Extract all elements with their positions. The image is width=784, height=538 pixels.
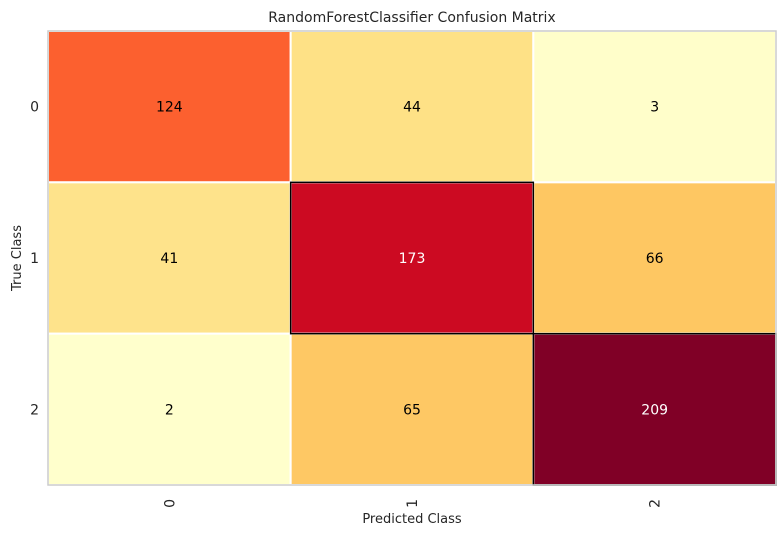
x-tick-labels: 0 1 2 xyxy=(162,499,663,508)
cell-value-labels: 124 44 3 41 173 66 2 65 209 xyxy=(156,100,668,419)
heatmap-cell-0-0 xyxy=(47,30,292,184)
x-tick-1: 1 xyxy=(405,499,421,508)
plot-frame xyxy=(47,30,777,486)
cell-value-1-1: 173 xyxy=(399,251,426,267)
cell-value-0-1: 44 xyxy=(403,100,421,116)
cell-value-1-2: 66 xyxy=(646,251,664,267)
y-tick-labels: 0 1 2 xyxy=(30,100,39,419)
x-axis-label: Predicted Class xyxy=(362,512,462,527)
diagonal-outline-1 xyxy=(289,181,535,335)
cell-value-1-0: 41 xyxy=(160,251,178,267)
y-tick-1: 1 xyxy=(30,251,39,267)
y-tick-2: 2 xyxy=(30,402,39,418)
y-axis-label: True Class xyxy=(10,225,25,292)
x-tick-2: 2 xyxy=(648,499,664,508)
heatmap-cell-2-0 xyxy=(47,332,292,486)
x-tick-0: 0 xyxy=(162,499,178,508)
heatmap-cells xyxy=(47,30,777,486)
cell-value-2-0: 2 xyxy=(165,402,174,418)
chart-title: RandomForestClassifier Confusion Matrix xyxy=(268,10,555,26)
cell-value-0-0: 124 xyxy=(156,100,183,116)
cell-value-2-1: 65 xyxy=(403,402,421,418)
heatmap-cell-0-2 xyxy=(532,30,777,184)
cell-value-2-2: 209 xyxy=(641,402,668,418)
y-tick-0: 0 xyxy=(30,100,39,116)
heatmap-cell-1-0 xyxy=(47,181,292,335)
cell-value-0-2: 3 xyxy=(650,100,659,116)
heatmap-cell-2-1 xyxy=(289,332,535,486)
